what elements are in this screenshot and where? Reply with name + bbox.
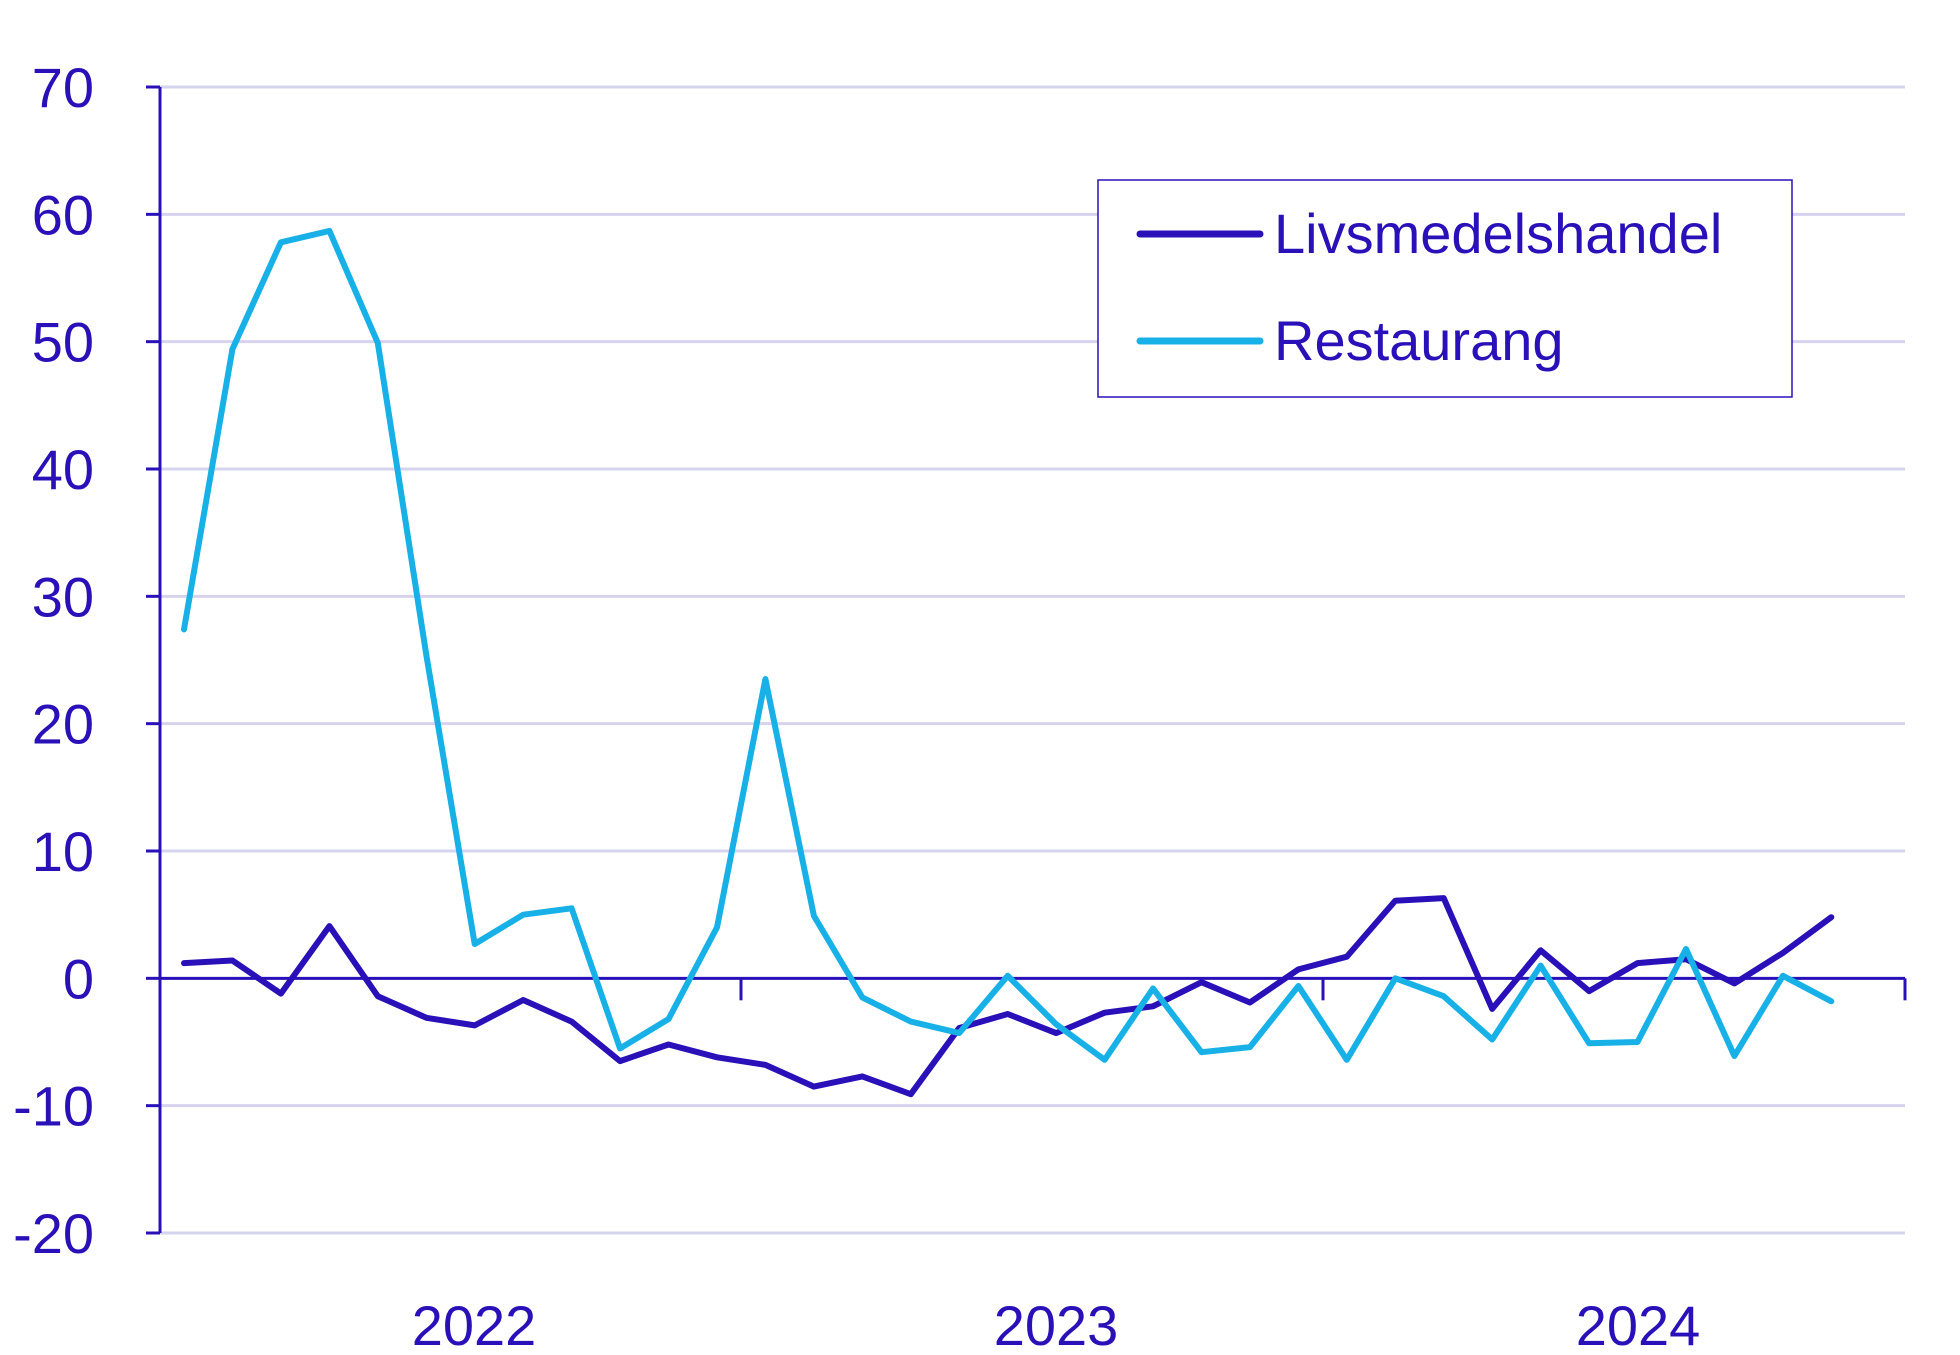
y-tick-label: 40 — [32, 438, 94, 501]
x-tick-label: 2022 — [412, 1294, 537, 1355]
series-lines — [181, 227, 1835, 1098]
y-tick-label: 10 — [32, 820, 94, 883]
y-tick-label: 20 — [32, 693, 94, 756]
legend-label-restaurang: Restaurang — [1274, 309, 1564, 372]
x-axis: 2022 2023 2024 — [158, 976, 1907, 1355]
legend: Livsmedelshandel Restaurang — [1097, 179, 1793, 398]
y-tick-label: 50 — [32, 311, 94, 374]
x-tick-label: 2023 — [994, 1294, 1119, 1355]
series-line-restaurang — [181, 227, 1835, 1063]
y-tick-label: 60 — [32, 183, 94, 246]
y-tick-label: -10 — [13, 1075, 94, 1138]
legend-label-livsmedelshandel: Livsmedelshandel — [1274, 202, 1722, 265]
series-line-livsmedelshandel — [181, 895, 1835, 1098]
y-tick-label: 70 — [32, 56, 94, 119]
legend-box — [1097, 179, 1793, 398]
y-tick-label: 0 — [63, 947, 94, 1010]
gridlines — [160, 85, 1905, 1235]
y-tick-label: 30 — [32, 565, 94, 628]
x-tick-label: 2024 — [1576, 1294, 1701, 1355]
y-axis: 70 60 50 40 30 20 10 0 -10 -20 — [13, 56, 162, 1265]
y-tick-label: -20 — [13, 1202, 94, 1265]
